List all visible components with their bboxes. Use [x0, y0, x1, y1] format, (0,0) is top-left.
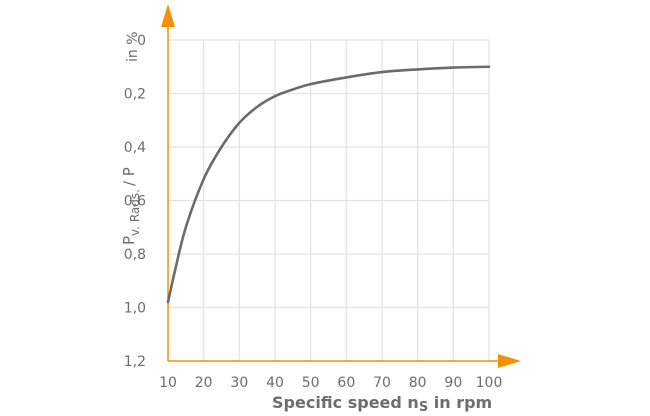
x-tick-label: 60	[337, 375, 355, 391]
x-axis-label: Specific speed nS in rpm	[272, 393, 492, 415]
y-tick-labels: 0 0,2 0,4 0,6 0,8 1,0 1,2	[124, 33, 146, 370]
x-tick-label: 30	[230, 375, 248, 391]
x-tick-label: 80	[409, 375, 427, 391]
y-unit-label: in %	[125, 31, 141, 62]
y-axis-label: Pv. Rads. / P	[120, 167, 142, 245]
grid	[167, 39, 490, 362]
y-axis-label-main: P	[120, 236, 138, 245]
y-tick-label: 0	[137, 33, 146, 49]
y-tick-label: 0,8	[124, 247, 146, 263]
y-axis-label-post: / P	[120, 167, 138, 186]
y-tick-label: 0,6	[124, 194, 146, 210]
x-tick-label: 70	[373, 375, 391, 391]
x-axis-arrow-icon	[498, 354, 521, 368]
axes	[161, 4, 521, 368]
y-tick-label: 1,2	[124, 354, 146, 370]
x-tick-label: 40	[266, 375, 284, 391]
x-tick-labels: 10 20 30 40 50 60 70 80 90 100	[159, 375, 502, 391]
x-tick-label: 20	[195, 375, 213, 391]
x-tick-label: 90	[444, 375, 462, 391]
y-tick-label: 0,2	[124, 87, 146, 103]
data-curve	[166, 65, 491, 304]
y-axis-label-sub: v. Rads.	[128, 189, 142, 236]
y-tick-label: 1,0	[124, 301, 146, 317]
x-tick-label: 10	[159, 375, 177, 391]
x-tick-label: 50	[302, 375, 320, 391]
y-axis-arrow-icon	[161, 4, 175, 27]
x-tick-label: 100	[476, 375, 503, 391]
y-tick-label: 0,4	[124, 140, 146, 156]
